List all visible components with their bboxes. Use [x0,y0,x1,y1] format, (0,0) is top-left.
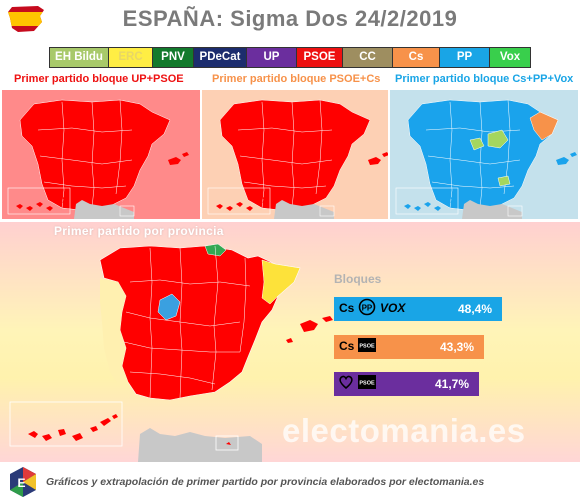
block-heading-up-psoe: Primer partido bloque UP+PSOE [14,73,184,85]
party-legend: EH Bildu ERC PNV PDeCat UP PSOE CC Cs PP… [49,47,531,68]
bloque-bar-up-psoe: PSOE 41,7% [334,372,479,396]
spain-map-cs-pp-vox [395,99,577,219]
cs-logo-icon: Cs [338,337,355,358]
legend-pp: PP [440,48,490,67]
bloque-value: 41,7% [434,377,469,391]
legend-cs: Cs [393,48,440,67]
bloques-title: Bloques [334,272,382,286]
legend-pdecat: PDeCat [194,48,247,67]
block-heading-psoe-cs: Primer partido bloque PSOE+Cs [212,73,381,85]
up-heart-logo-icon [338,374,354,395]
spain-flag-map-icon [8,6,44,32]
footer-credit: Gráficos y extrapolación de primer parti… [46,476,485,488]
page-title: ESPAÑA: Sigma Dos 24/2/2019 [122,6,458,31]
watermark: electomania.es [282,412,526,449]
legend-up: UP [247,48,297,67]
legend-pnv: PNV [153,48,194,67]
svg-text:E: E [18,476,26,490]
spain-map-up-psoe [7,99,189,219]
block-heading-cs-pp-vox: Primer partido bloque Cs+PP+Vox [395,73,574,85]
bloque-bar-cs-psoe: Cs PSOE 43,3% [334,335,484,359]
legend-vox: Vox [490,48,530,67]
psoe-logo-icon: PSOE [358,337,376,358]
pp-logo-icon: PP [358,298,376,321]
svg-text:Cs: Cs [339,339,354,353]
bloque-bar-cs-pp-vox: Cs PP VOX 48,4% [334,297,502,321]
svg-text:Cs: Cs [339,301,354,315]
legend-eh-bildu: EH Bildu [50,48,109,67]
bloque-value: 48,4% [457,302,492,316]
legend-erc: ERC [109,48,153,67]
vox-logo-icon: VOX [380,299,410,320]
legend-psoe: PSOE [297,48,343,67]
svg-text:PSOE: PSOE [359,343,375,349]
bloque-value: 43,3% [439,340,474,354]
spain-map-first-party [9,243,333,462]
map-panel-psoe-cs [200,88,390,221]
psoe-logo-icon: PSOE [358,374,376,395]
main-map-title: Primer partido por provincia [54,224,224,238]
legend-cc: CC [343,48,393,67]
cs-logo-icon: Cs [338,299,355,320]
footer: E Gráficos y extrapolación de primer par… [0,462,580,502]
electomania-logo-icon: E [10,467,36,497]
svg-text:PSOE: PSOE [359,380,375,386]
svg-text:PP: PP [362,303,373,312]
main-map-panel: Primer partido por provincia electomania… [0,222,580,462]
spain-map-psoe-cs [207,99,388,219]
svg-text:VOX: VOX [380,301,406,315]
map-panel-up-psoe [0,88,202,221]
map-panel-cs-pp-vox [388,88,580,221]
